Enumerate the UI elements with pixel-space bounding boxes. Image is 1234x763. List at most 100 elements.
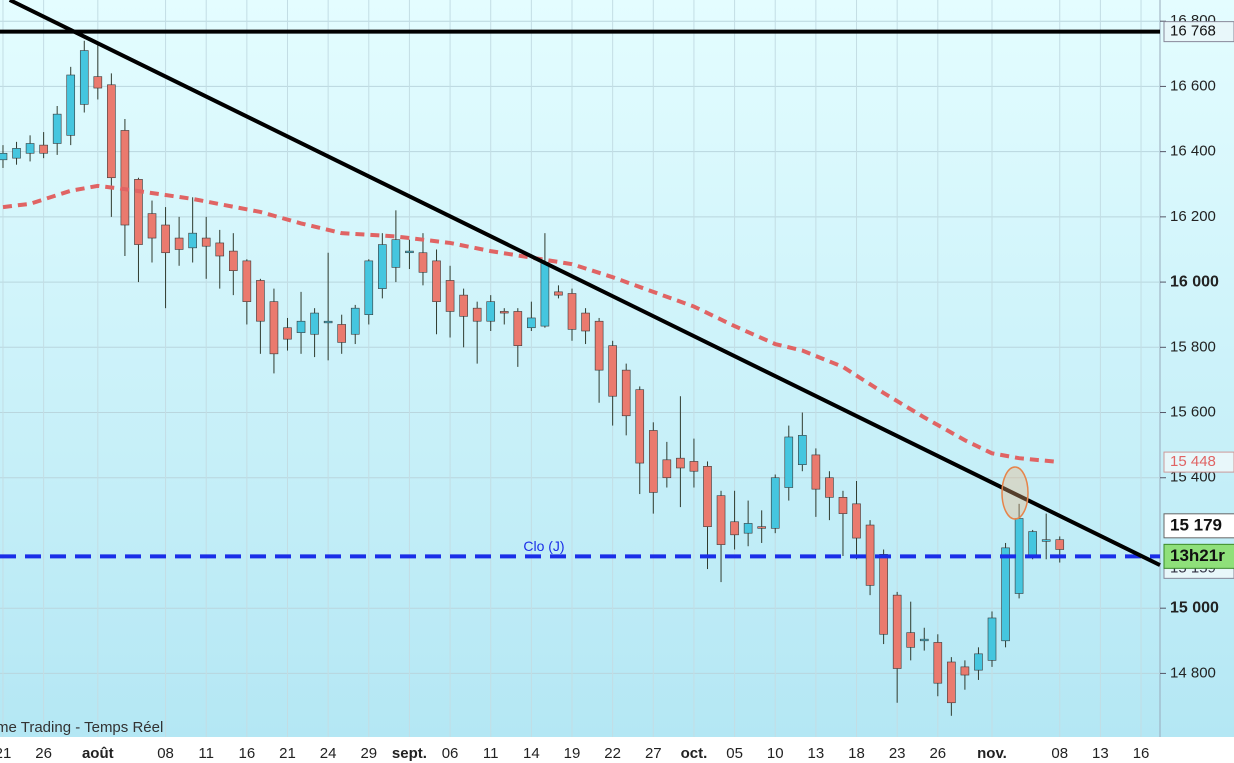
- candle-body: [432, 260, 441, 302]
- candle-body: [581, 312, 590, 332]
- candle-body: [730, 521, 739, 536]
- y-tick-label: 16 200: [1170, 208, 1216, 225]
- candle-body: [798, 435, 807, 466]
- candle-body: [229, 250, 238, 271]
- candle-body: [757, 526, 766, 529]
- x-tick-label: 08: [157, 745, 174, 762]
- candle-body: [621, 369, 631, 417]
- candle-body: [25, 143, 35, 154]
- candle-body: [852, 503, 861, 539]
- x-tick-label: oct.: [681, 745, 708, 762]
- highlight-ellipse: [1001, 466, 1029, 520]
- x-tick-label: 27: [645, 745, 662, 762]
- x-tick-label: août: [82, 745, 114, 762]
- candle-body: [662, 459, 672, 479]
- candle-body: [689, 461, 699, 472]
- candle-body: [703, 466, 712, 527]
- x-tick-label: sept.: [392, 745, 427, 762]
- candle-body: [974, 653, 983, 671]
- candle-body: [892, 594, 902, 669]
- last-price-box: [1163, 513, 1234, 539]
- level-label: 16 768: [1170, 23, 1216, 40]
- candle-body: [676, 457, 685, 469]
- candle-body: [66, 74, 76, 136]
- candle-body: [161, 224, 170, 254]
- candle-body: [784, 436, 794, 488]
- y-tick-label: 16 400: [1170, 143, 1216, 160]
- level-name: Clo (J): [523, 538, 564, 554]
- x-tick-label: 10: [767, 745, 784, 762]
- trendline: [8, 0, 1161, 567]
- candle-body: [405, 250, 414, 254]
- plot-background: [0, 0, 1234, 737]
- candle-body: [107, 84, 116, 179]
- candle-body: [93, 76, 103, 89]
- candle-body: [1041, 539, 1051, 542]
- marks: [0, 40, 1065, 716]
- candle-body: [486, 301, 496, 322]
- candle-body: [391, 239, 401, 268]
- x-tick-label: 16: [1133, 745, 1150, 762]
- x-tick-label: 14: [523, 745, 540, 762]
- x-tick-label: 26: [35, 745, 52, 762]
- x-tick-label: 21: [0, 745, 11, 762]
- candle-body: [310, 312, 319, 335]
- x-tick-label: 21: [279, 745, 296, 762]
- candle-body: [459, 294, 468, 317]
- x-tick-label: 06: [442, 745, 459, 762]
- x-tick-label: 08: [1051, 745, 1068, 762]
- candle-body: [79, 50, 89, 105]
- candle-body: [283, 327, 292, 340]
- candle-body: [716, 495, 726, 545]
- candle-body: [648, 430, 658, 493]
- x-tick-label: 29: [360, 745, 377, 762]
- candle-body: [242, 260, 252, 302]
- candle-body: [540, 262, 550, 327]
- candle-body: [174, 237, 184, 250]
- candle-body: [0, 152, 8, 161]
- candle-body: [933, 642, 943, 684]
- candle-body: [865, 524, 875, 586]
- candle-body: [825, 477, 834, 498]
- candle-body: [1055, 539, 1065, 550]
- candle-body: [499, 311, 509, 314]
- candle-body: [1001, 547, 1010, 642]
- candle-body: [147, 213, 157, 239]
- candle-body: [39, 144, 48, 154]
- x-tick-label: 18: [848, 745, 865, 762]
- candle-body: [811, 454, 821, 490]
- x-tick-label: 16: [239, 745, 256, 762]
- candle-body: [919, 638, 929, 642]
- candle-body: [770, 477, 780, 529]
- candle-body: [567, 293, 577, 330]
- candle-body: [527, 317, 536, 329]
- candle-body: [743, 523, 753, 534]
- x-tick-label: 24: [320, 745, 337, 762]
- x-tick-label: 13: [808, 745, 825, 762]
- last-price-label: 15 179: [1170, 515, 1222, 534]
- candle-body: [215, 242, 225, 257]
- candle-body: [201, 237, 211, 247]
- x-tick-label: 11: [198, 745, 214, 762]
- candle-body: [12, 148, 21, 159]
- candle-body: [445, 280, 455, 312]
- x-axis-background: [0, 737, 1234, 763]
- candle-body: [323, 320, 333, 324]
- candle-body: [378, 244, 387, 289]
- candle-body: [960, 666, 970, 676]
- ma-label-box: [1163, 451, 1234, 473]
- grid: [0, 0, 1166, 737]
- candle-body: [364, 260, 374, 315]
- candle-body: [269, 301, 279, 355]
- candle-body: [608, 345, 617, 397]
- y-tick-label: 14 800: [1170, 664, 1216, 681]
- candle-body: [906, 632, 916, 648]
- x-tick-label: 19: [564, 745, 581, 762]
- candle-body: [418, 252, 428, 273]
- candle-body: [1014, 518, 1024, 594]
- x-tick-label: nov.: [977, 745, 1007, 762]
- footer: me Trading - Temps Réel: [0, 719, 163, 736]
- candle-body: [120, 130, 130, 226]
- candle-body: [513, 311, 523, 346]
